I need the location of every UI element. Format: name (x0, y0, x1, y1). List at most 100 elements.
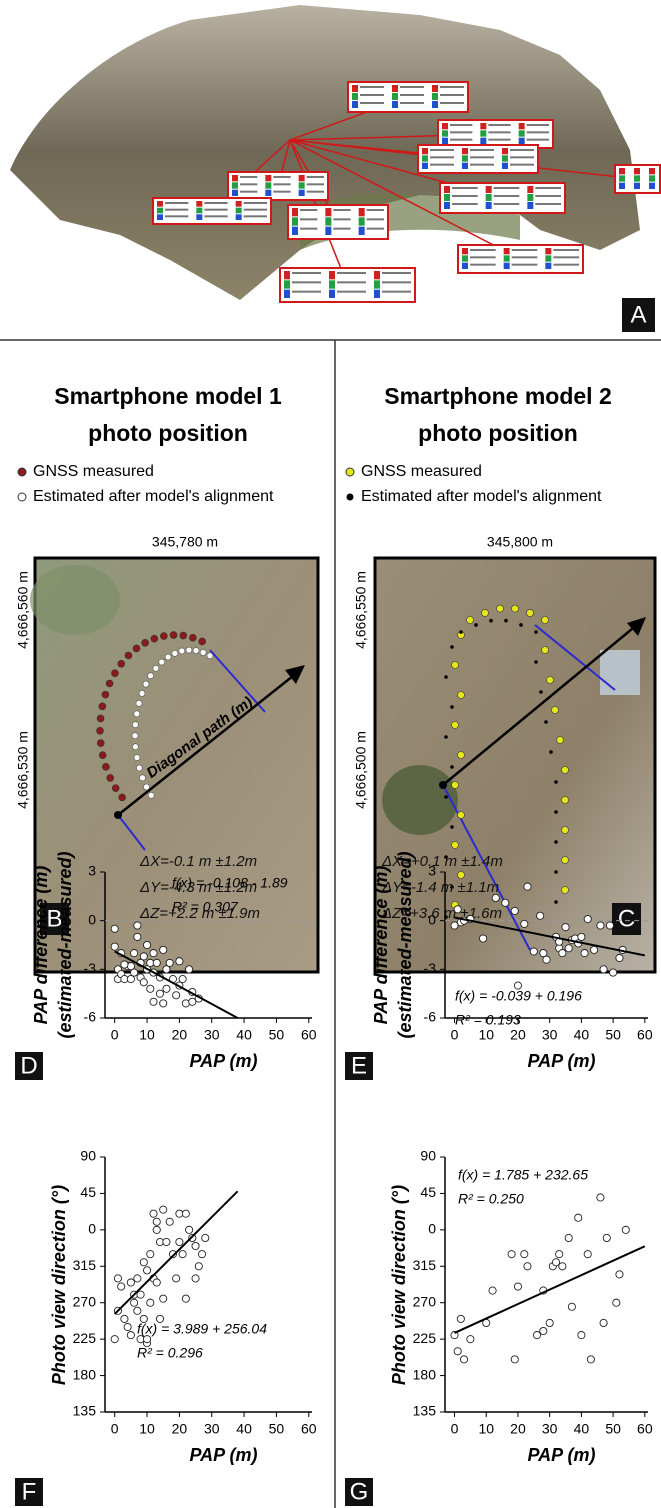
panel-letter: A (630, 301, 646, 328)
photo-position (164, 653, 172, 661)
panel-letter-box (345, 1052, 373, 1080)
callout-swatch (196, 207, 203, 214)
data-point (501, 898, 510, 907)
panel-title: Smartphone model 1 (54, 383, 282, 409)
data-point (507, 1250, 516, 1259)
data-point (172, 1274, 181, 1283)
data-point (479, 934, 488, 943)
photo-positions (96, 631, 214, 802)
data-point (599, 1318, 608, 1328)
callout-text (306, 176, 324, 178)
photo-position (139, 774, 146, 782)
photo-position (143, 783, 150, 791)
callout-swatch (545, 255, 552, 262)
photo-position (142, 680, 150, 688)
callout-swatch (502, 155, 508, 162)
callout-text (306, 183, 324, 186)
photo-position (561, 886, 569, 894)
callout-swatch (619, 168, 625, 175)
data-point (615, 1270, 624, 1279)
data-point (453, 1347, 462, 1356)
photo-position (450, 765, 454, 769)
data-point (130, 949, 139, 958)
data-point (599, 965, 608, 974)
data-point (133, 1306, 142, 1315)
data-point (520, 919, 529, 928)
data-point (529, 947, 538, 956)
callout-text (510, 163, 534, 166)
data-point (577, 932, 586, 941)
callout-swatch (432, 93, 438, 100)
photo-position (147, 791, 155, 799)
panel-letter: B (46, 905, 62, 932)
y-tick-label: 270 (73, 1293, 97, 1309)
callout-swatch (325, 226, 332, 235)
data-point (551, 1258, 561, 1267)
callout-swatch (358, 226, 365, 235)
callout-swatch (619, 182, 625, 189)
data-point (110, 942, 119, 951)
photo-position (171, 649, 179, 657)
callout-text (300, 209, 318, 211)
panel-c: Smartphone model 2 photo position GNSS m… (345, 383, 657, 974)
legend-marker (17, 492, 27, 502)
callout-swatch (265, 189, 272, 196)
data-point (142, 1335, 152, 1344)
photo-position (185, 646, 193, 654)
photo-position (457, 811, 465, 819)
callout-swatch (298, 189, 305, 196)
photo-position (101, 690, 110, 699)
diagonal-arrow (442, 623, 639, 786)
data-point (139, 1258, 148, 1267)
photo-position (444, 735, 448, 739)
photo-position (133, 754, 141, 761)
y-tick-label: 0 (428, 911, 436, 927)
panel-title: photo position (88, 420, 248, 446)
callout-swatch (480, 137, 487, 144)
callout-text (488, 124, 511, 126)
data-point (120, 960, 129, 969)
panel-letter: D (20, 1052, 37, 1079)
callout-text (452, 195, 478, 197)
callout-swatch (518, 130, 525, 137)
data-point (152, 958, 161, 967)
photo-position (150, 634, 159, 643)
data-point (539, 1326, 548, 1336)
callout-text (535, 195, 561, 197)
data-point (188, 997, 197, 1006)
trend-line (114, 950, 239, 1019)
diagonal-arrow (117, 671, 299, 816)
data-point (523, 1262, 532, 1271)
callout-text (553, 263, 579, 266)
photo-position (554, 810, 558, 814)
panel-letter: G (350, 1478, 369, 1505)
photo-position (124, 651, 133, 660)
callout-text (300, 227, 318, 230)
data-point (146, 1298, 155, 1307)
photo-position (561, 856, 569, 864)
callout-swatch (352, 85, 358, 92)
offset-line (117, 814, 146, 851)
callout-swatch (462, 155, 468, 162)
callout-text (511, 249, 538, 251)
x-tick-label: 0 (451, 1421, 459, 1437)
data-point (117, 1282, 126, 1291)
data-point (152, 1217, 161, 1226)
x-tick-label: 60 (301, 1027, 317, 1043)
data-point (168, 1250, 177, 1259)
callout-swatch (545, 262, 552, 269)
data-point (590, 945, 599, 954)
arrow-head (285, 665, 305, 684)
data-point (159, 945, 168, 954)
callout-text (430, 156, 454, 159)
callout-swatch (374, 271, 380, 280)
photo-position (117, 659, 126, 668)
data-point (555, 1250, 564, 1259)
offset-line (534, 624, 616, 691)
callout-swatch (527, 194, 534, 201)
callout-swatch (265, 175, 272, 182)
x-tick-label: 30 (204, 1027, 220, 1043)
photo-position (118, 793, 126, 802)
photo-position (96, 726, 104, 735)
